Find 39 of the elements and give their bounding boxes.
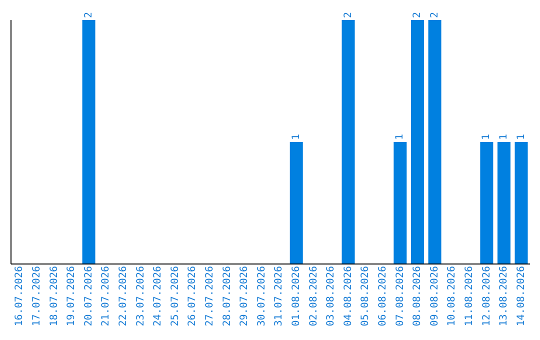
x-tick-label: 11.08.2026 [464,266,475,326]
x-tick-label: 24.07.2026 [152,266,164,326]
data-label: 1 [516,134,527,140]
data-label: 2 [429,12,440,18]
x-tick-label: 13.08.2026 [498,266,510,326]
x-tick-label: 31.07.2026 [274,266,285,326]
x-tick-label: 14.08.2026 [516,266,527,326]
x-tick-label: 17.07.2026 [31,266,42,326]
x-tick-label: 23.07.2026 [135,266,146,326]
x-tick-label: 22.07.2026 [118,266,129,326]
x-tick-label: 09.08.2026 [429,266,440,326]
x-tick-label: 30.07.2026 [256,266,268,326]
x-tick-label: 18.07.2026 [48,266,60,326]
data-label: 2 [412,12,423,18]
x-tick-label: 04.08.2026 [342,266,354,326]
data-label: 2 [83,12,94,18]
x-tick-label: 06.08.2026 [377,266,388,326]
x-tick-label: 21.07.2026 [100,266,112,326]
x-tick-label: 25.07.2026 [170,266,181,326]
x-tick-label: 01.08.2026 [290,266,302,326]
x-tick-label: 16.07.2026 [14,266,26,326]
x-tick-label: 29.07.2026 [239,266,250,326]
x-tick-label: 12.08.2026 [481,266,492,326]
data-label: 2 [342,12,354,18]
x-tick-label: 02.08.2026 [308,266,320,326]
x-tick-label: 19.07.2026 [66,266,78,326]
x-tick-label: 08.08.2026 [412,266,424,326]
x-tick-label: 26.07.2026 [187,266,198,326]
data-label: 1 [394,134,406,140]
data-label: 1 [481,134,492,140]
data-label: 1 [290,134,302,140]
x-tick-label: 10.08.2026 [446,266,458,326]
x-tick-label: 20.07.2026 [83,266,94,326]
x-tick-label: 05.08.2026 [360,266,372,326]
x-tick-label: 27.07.2026 [204,266,216,326]
x-tick-label: 28.07.2026 [222,266,233,326]
data-label: 1 [498,134,510,140]
x-tick-label: 07.08.2026 [394,266,406,326]
x-tick-label: 03.08.2026 [326,266,337,326]
